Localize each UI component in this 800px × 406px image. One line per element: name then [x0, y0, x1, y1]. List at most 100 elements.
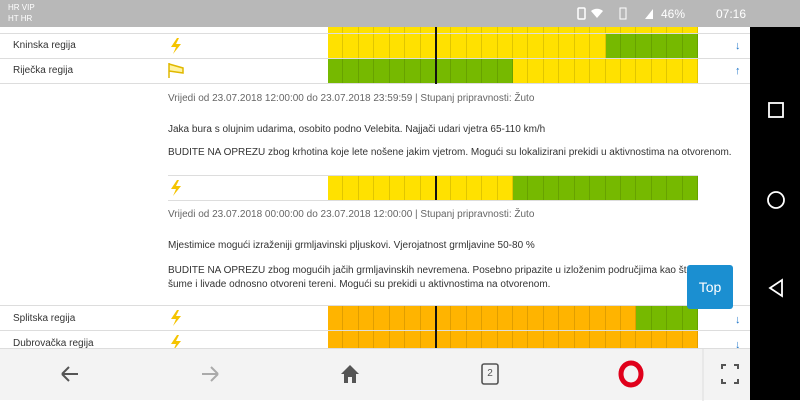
- grid-cell: [590, 27, 606, 33]
- grid-cell: [574, 331, 591, 348]
- grid-cell: [651, 34, 668, 58]
- grid-cell: [482, 306, 498, 330]
- grid-cell: [328, 306, 344, 330]
- toolbar-icons: [61, 349, 739, 401]
- grid-cell: [621, 331, 637, 348]
- grid-cell: [374, 331, 390, 348]
- current-time: [435, 306, 437, 348]
- grid-cell: [343, 176, 359, 200]
- grid-cell: [328, 34, 344, 58]
- grid-cell: [343, 34, 359, 58]
- tabs[interactable]: [481, 363, 499, 385]
- home[interactable]: [767, 191, 785, 209]
- top-button[interactable]: Top: [687, 265, 733, 309]
- region-name[interactable]: Splitska regija: [13, 313, 76, 324]
- grid-cell: [605, 176, 622, 200]
- grid-cell: [621, 34, 637, 58]
- status-icons: [577, 7, 653, 20]
- validity: Vrijedi od 23.07.2018 12:00:00 do 23.07.…: [168, 93, 535, 104]
- grid-cell: [513, 59, 529, 83]
- validity: Vrijedi od 23.07.2018 00:00:00 do 23.07.…: [168, 209, 535, 220]
- recents[interactable]: [768, 102, 784, 118]
- home[interactable]: [341, 365, 359, 383]
- fullscreen[interactable]: [721, 364, 739, 384]
- grid-cell: [513, 331, 529, 348]
- icon: [171, 180, 181, 196]
- grid-cell: [636, 59, 652, 83]
- grid-cell: [389, 331, 406, 348]
- grid-cell: [328, 59, 344, 83]
- grid-cell: [621, 27, 637, 33]
- grid-cell: [420, 176, 436, 200]
- grid-cell: [435, 176, 452, 200]
- grid-cell: [405, 176, 421, 200]
- grid-cell: [513, 27, 529, 33]
- grid-cell: [343, 59, 359, 83]
- grid-cell: [543, 306, 560, 330]
- grid-cell: [389, 59, 406, 83]
- back[interactable]: [768, 278, 783, 298]
- warning-grid: [328, 27, 699, 33]
- expand[interactable]: ↓: [735, 40, 741, 52]
- grid-cell: [528, 331, 544, 348]
- back[interactable]: [61, 366, 78, 382]
- grid-cell: [621, 306, 637, 330]
- grid-cell: [590, 34, 606, 58]
- grid-cell: [435, 306, 452, 330]
- current-time: [435, 27, 437, 84]
- grid-cell: [405, 59, 421, 83]
- grid-cell: [528, 59, 544, 83]
- tab-count[interactable]: 2: [487, 368, 493, 379]
- collapse[interactable]: ↑: [735, 65, 741, 77]
- grid-cell: [328, 27, 344, 33]
- grid-cell: [667, 27, 683, 33]
- grid-cell: [651, 59, 668, 83]
- grid-cell: [651, 331, 668, 348]
- opera-menu[interactable]: [618, 360, 644, 388]
- grid-cell: [389, 34, 406, 58]
- grid-cell: [574, 59, 591, 83]
- current-time: [435, 176, 437, 200]
- nav-bar: [750, 27, 800, 400]
- grid-cell: [651, 27, 668, 33]
- grid-cell: [343, 306, 359, 330]
- grid-cell: [343, 27, 359, 33]
- grid-cell: [651, 176, 668, 200]
- forward[interactable]: [202, 366, 219, 382]
- grid-cell: [358, 34, 375, 58]
- grid-cell: [636, 176, 652, 200]
- grid-cell: [682, 331, 699, 348]
- expand[interactable]: ↓: [735, 314, 741, 326]
- grid-cell: [374, 59, 390, 83]
- expand[interactable]: ↓: [735, 339, 741, 348]
- grid-cell: [559, 306, 575, 330]
- grid-cell: [451, 176, 467, 200]
- grid-cell: [667, 176, 683, 200]
- grid-cell: [682, 34, 699, 58]
- grid-cell: [482, 59, 498, 83]
- grid-cell: [420, 59, 436, 83]
- grid-cell: [528, 34, 544, 58]
- grid-cell: [358, 306, 375, 330]
- grid-cell: [482, 331, 498, 348]
- grid-cell: [636, 34, 652, 58]
- grid-cell: [482, 34, 498, 58]
- grid-cell: [405, 331, 421, 348]
- grid-cell: [451, 34, 467, 58]
- grid-cell: [605, 34, 622, 58]
- description: Mjestimice mogući izraženiji grmljavinsk…: [168, 240, 535, 251]
- region-name[interactable]: Riječka regija: [13, 65, 74, 76]
- grid-cell: [497, 27, 514, 33]
- grid-cell: [559, 27, 575, 33]
- grid-cell: [559, 34, 575, 58]
- region-name[interactable]: Dubrovačka regija: [13, 338, 94, 348]
- grid-cell: [528, 27, 544, 33]
- region-name[interactable]: Kninska regija: [13, 40, 76, 51]
- grid-cell: [405, 34, 421, 58]
- grid-cell: [405, 27, 421, 33]
- warning-grid: [328, 331, 699, 348]
- grid-cell: [559, 176, 575, 200]
- grid-cell: [389, 306, 406, 330]
- grid-cell: [358, 176, 375, 200]
- grid-cell: [435, 27, 452, 33]
